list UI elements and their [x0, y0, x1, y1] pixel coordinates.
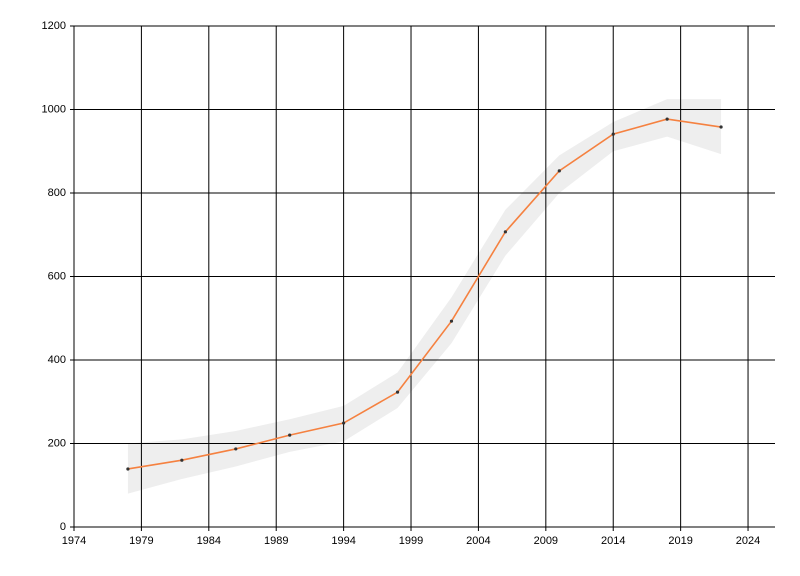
- x-tick-label: 2009: [534, 535, 558, 547]
- x-tick-label: 1974: [62, 535, 86, 547]
- point: [342, 421, 346, 425]
- point: [395, 390, 400, 394]
- x-tick-label: 1979: [129, 535, 153, 547]
- x-tick-label: 1984: [197, 535, 221, 547]
- point: [180, 458, 184, 462]
- line: [127, 118, 722, 470]
- y-tick-label: 1000: [42, 103, 66, 115]
- point: [288, 433, 292, 437]
- y-tick-label: 800: [48, 187, 66, 199]
- point: [611, 132, 615, 136]
- x-tick-label: 2004: [466, 535, 490, 547]
- y-tick-label: 600: [48, 270, 66, 282]
- x-tick-label: 2014: [601, 535, 625, 547]
- x-tick-label: 1994: [331, 535, 355, 547]
- y-tick-label: 1200: [42, 20, 66, 32]
- x-tick-label: 2024: [736, 535, 760, 547]
- point: [126, 467, 130, 471]
- point: [665, 117, 669, 121]
- point: [503, 230, 507, 234]
- point: [449, 319, 454, 323]
- x-tick-label: 1989: [264, 535, 288, 547]
- y-tick-label: 200: [48, 437, 66, 449]
- x-tick-label: 1999: [399, 535, 423, 547]
- point: [557, 169, 561, 173]
- y-tick-label: 0: [60, 521, 66, 533]
- y-tick-label: 400: [48, 354, 66, 366]
- x-tick-label: 2019: [668, 535, 692, 547]
- point: [234, 447, 238, 451]
- confidence-band: [127, 99, 722, 494]
- point: [719, 125, 723, 129]
